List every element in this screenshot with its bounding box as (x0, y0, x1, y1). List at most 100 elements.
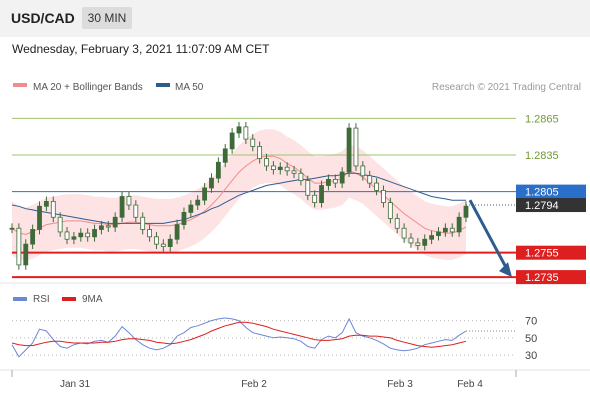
candle-body (85, 232, 91, 238)
candle-body (236, 126, 242, 134)
candle-body (436, 231, 441, 236)
legend-ma50-swatch (156, 83, 170, 87)
research-credit: Research © 2021 Trading Central (432, 82, 581, 93)
candle-body (78, 232, 84, 238)
candle-body (160, 243, 166, 247)
level-label: 1.2835 (525, 150, 559, 162)
level-badge (516, 245, 586, 260)
candle-body (9, 227, 15, 230)
candle-body (99, 225, 104, 230)
projection-arrow (468, 199, 510, 272)
candle-body (43, 200, 49, 207)
candle-body (456, 216, 462, 233)
candle-body (30, 229, 36, 245)
timeframe-button[interactable]: 30 MIN (82, 7, 132, 29)
candle-body (319, 185, 324, 204)
rsi-tick-label: 50 (525, 333, 537, 345)
candle-body (284, 166, 290, 172)
candle-body (181, 211, 187, 225)
candle-body (202, 187, 208, 201)
candle-body (381, 189, 386, 204)
x-tick-label: Feb 4 (457, 379, 483, 390)
candle-body (57, 216, 63, 233)
projection-arrowhead (499, 262, 512, 278)
candle-body (442, 227, 448, 233)
candle-body (422, 238, 428, 246)
candle-body (298, 172, 304, 182)
candle-body (353, 127, 359, 167)
candle-body (408, 237, 414, 244)
candle-body (37, 205, 42, 230)
candle-body (64, 231, 70, 240)
price-plot: 1.2865 1.2835 1.2805 1.2755 1.2735 1.2794 (9, 113, 586, 285)
candle-body (291, 170, 297, 174)
candle-body (126, 196, 132, 206)
candle-body (229, 132, 235, 150)
candle-body (360, 165, 366, 177)
candle-body (305, 180, 311, 196)
candle-body (167, 238, 173, 247)
candle-body (119, 196, 125, 218)
candle-body (312, 194, 318, 204)
level-label: 1.2755 (525, 248, 559, 260)
header-bar: USD/CAD 30 MIN (0, 0, 590, 37)
candle-body (270, 165, 276, 171)
candle-body (154, 236, 159, 245)
candle-body (188, 204, 194, 213)
candle-body (264, 158, 269, 167)
legend-9ma-swatch (62, 297, 76, 301)
candle-body (243, 126, 249, 140)
candle-body (140, 216, 146, 230)
level-label: 1.2735 (525, 272, 559, 284)
legend-ma20-label: MA 20 + Bollinger Bands (33, 82, 143, 93)
candle-body (92, 229, 97, 238)
level-badge (516, 270, 586, 285)
candle-body (222, 148, 228, 163)
candle-body (257, 146, 263, 160)
x-tick-label: Jan 31 (60, 379, 90, 390)
level-label: 1.2865 (525, 113, 559, 125)
candle-body (332, 178, 338, 184)
legend-ma50-label: MA 50 (175, 82, 204, 93)
candle-body (346, 127, 352, 173)
x-tick-label: Feb 2 (241, 379, 267, 390)
candle-body (374, 182, 379, 191)
candle-body (174, 224, 180, 240)
rsi-ma-line (11, 321, 467, 348)
candle-body (326, 178, 331, 186)
timestamp: Wednesday, February 3, 2021 11:07:09 AM … (12, 42, 270, 56)
candle-body (50, 200, 56, 218)
candle-body (23, 243, 29, 266)
instrument-label: USD/CAD (11, 10, 75, 26)
candle-body (112, 216, 118, 228)
level-label: 1.2805 (525, 187, 559, 199)
candle-body (133, 204, 139, 218)
rsi-tick-label: 30 (525, 350, 537, 362)
legend-9ma-label: 9MA (82, 294, 103, 305)
candle-body (215, 161, 221, 179)
candle-body (367, 175, 373, 184)
candle-body (394, 218, 400, 229)
rsi-line (11, 317, 467, 358)
candle-body (105, 225, 111, 228)
candle-body (209, 177, 214, 189)
x-tick-label: Feb 3 (387, 379, 413, 390)
candle-body (250, 138, 256, 147)
last-price-badge (516, 198, 586, 213)
candle-body (71, 236, 77, 240)
legend-ma20-swatch (13, 83, 27, 87)
candle-body (277, 166, 283, 171)
legend-rsi-label: RSI (33, 294, 50, 305)
candle-body (195, 199, 201, 206)
candle-body (449, 227, 455, 233)
last-price-label: 1.2794 (525, 200, 559, 212)
candle-body (415, 242, 421, 246)
candle-body (401, 227, 407, 239)
candle-body (463, 205, 469, 218)
candle-body (147, 229, 152, 238)
candle-body (16, 227, 22, 266)
rsi-plot: 70 50 30 (11, 316, 537, 362)
legend-rsi-swatch (13, 297, 27, 301)
rsi-tick-label: 70 (525, 316, 537, 328)
